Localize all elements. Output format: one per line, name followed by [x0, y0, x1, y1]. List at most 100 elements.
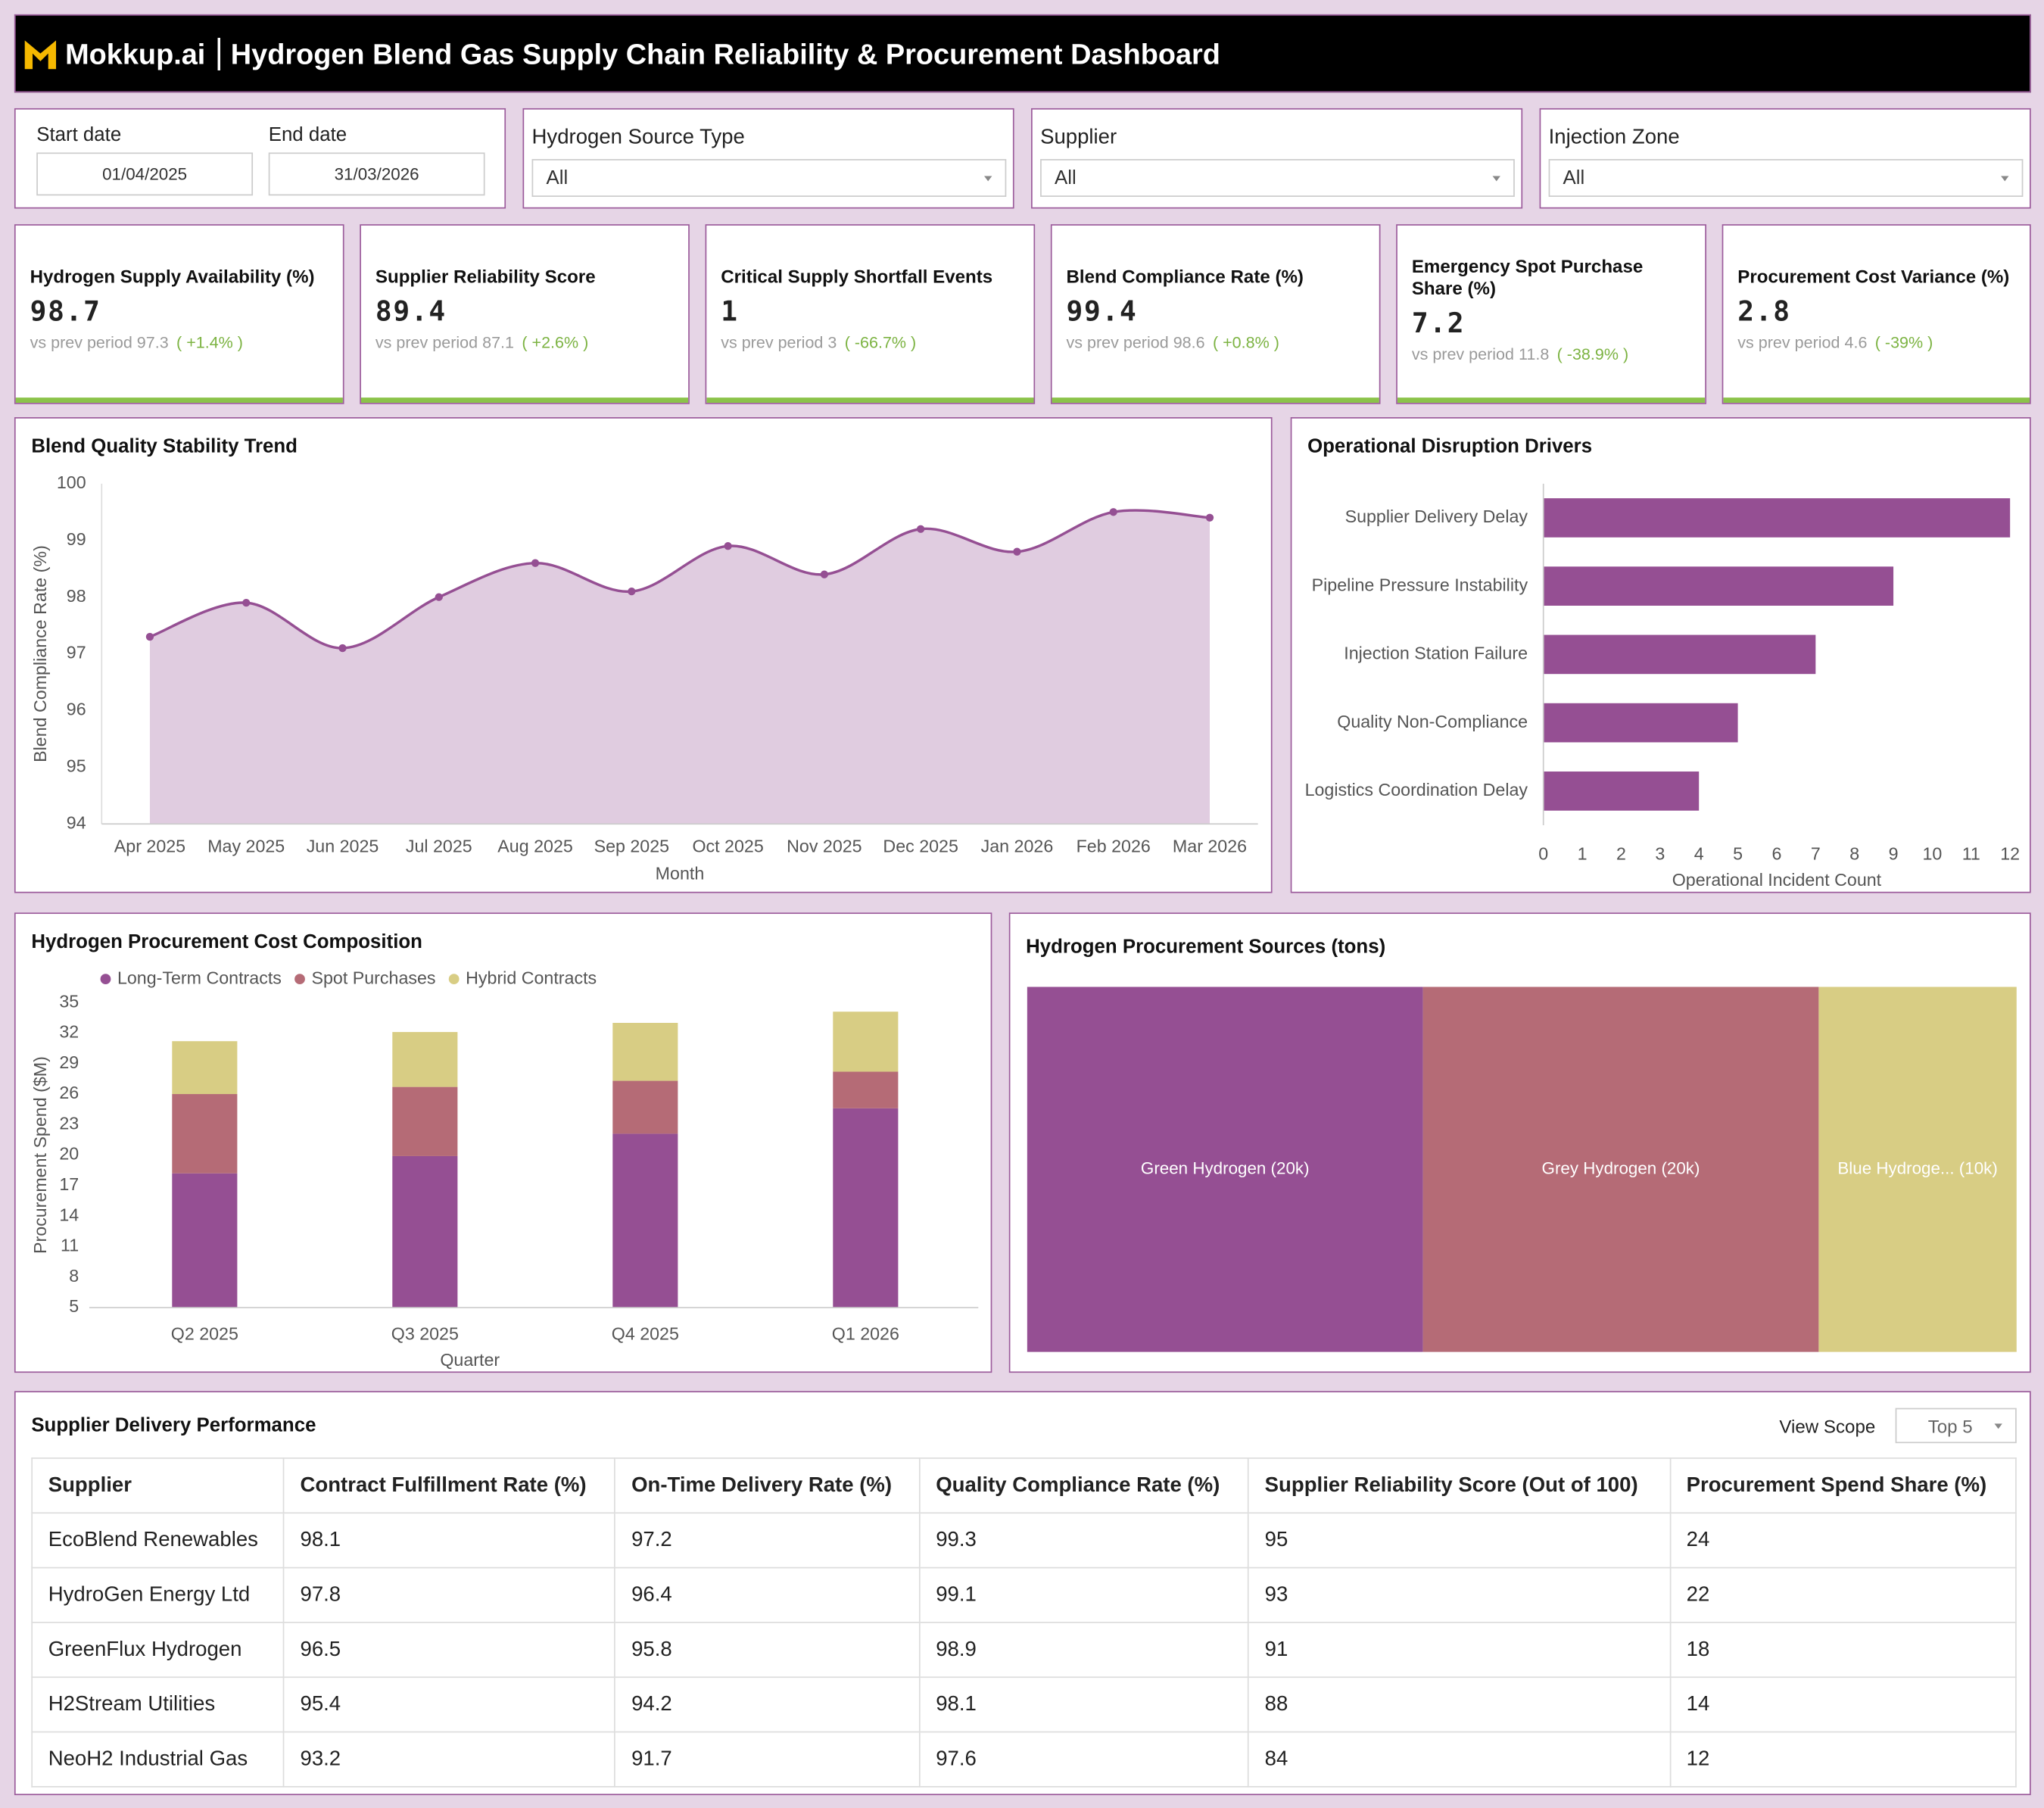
x-tick-label: Aug 2025	[497, 836, 572, 856]
tile-label: Green Hydrogen (20k)	[1141, 1158, 1310, 1177]
dropdown-filter: Supplier All	[1031, 108, 1523, 209]
legend-label: Hybrid Contracts	[466, 968, 597, 987]
y-tick-label: 23	[59, 1113, 79, 1133]
y-tick-label: 99	[67, 529, 86, 549]
compare-label: vs prev period	[1066, 333, 1169, 352]
table-cell: 93	[1248, 1566, 1671, 1623]
table-cell: 99.1	[918, 1566, 1250, 1623]
treemap-tile	[1818, 987, 2017, 1352]
line-panel: Blend Quality Stability Trend 94 95 96 97 98…	[14, 417, 1273, 893]
x-tick-label: Jul 2025	[406, 836, 472, 856]
table-cell: 24	[1669, 1512, 2017, 1569]
kpi-value: 2.8	[1737, 295, 1791, 328]
table-cell: GreenFlux Hydrogen	[31, 1622, 285, 1679]
table-cell: 84	[1248, 1731, 1671, 1788]
bar-segment	[833, 1071, 899, 1108]
filter-value: All	[1563, 167, 1585, 189]
bar-segment	[612, 1133, 678, 1308]
y-tick-label: 8	[69, 1266, 79, 1286]
table-cell: 22	[1669, 1566, 2017, 1623]
change: ( -39% )	[1874, 333, 1933, 352]
point	[1109, 508, 1117, 516]
end-label: End date	[268, 123, 347, 146]
bar-segment	[392, 1086, 458, 1156]
y-tick-label: 26	[59, 1083, 79, 1102]
table-row: H2Stream Utilities 95.4 94.2 98.1 88 14	[31, 1676, 2017, 1733]
table-panel: Supplier Delivery Performance View Scope…	[14, 1391, 2031, 1796]
treemap-tile	[1422, 987, 1819, 1352]
table-row: HydroGen Energy Ltd 97.8 96.4 99.1 93 22	[31, 1566, 2017, 1623]
column-header: On-Time Delivery Rate (%)	[614, 1457, 921, 1514]
compare-label: vs prev period	[30, 333, 132, 352]
filter-select[interactable]: All	[1040, 159, 1515, 198]
x-tick-label: Oct 2025	[692, 836, 763, 856]
table-cell: 97.8	[283, 1566, 616, 1623]
y-tick-label: 32	[59, 1022, 79, 1042]
prev-value: 87.1	[482, 333, 515, 352]
y-tick-label: 100	[57, 472, 86, 492]
x-tick-label: 11	[1962, 844, 1980, 864]
x-tick-label: Jun 2025	[307, 836, 379, 856]
table-cell: 98.9	[918, 1622, 1250, 1679]
x-axis-title: Month	[656, 864, 705, 884]
x-tick-label: Dec 2025	[883, 836, 958, 856]
table-title: Supplier Delivery Performance	[31, 1414, 316, 1437]
dropdown-filter: Injection Zone All	[1539, 108, 2031, 209]
kpi-card: Procurement Cost Variance (%) 2.8 vs prev …	[1722, 224, 2031, 404]
end-date[interactable]: 31/03/2026	[268, 152, 485, 196]
change: ( +2.6% )	[522, 333, 589, 352]
stacked-bar-chart: 5 8 11 14 17 20 23 26 29 32 35 Q2 2025 Q3 2025 Q4 202…	[30, 968, 979, 1370]
kpi-card: Hydrogen Supply Availability (%) 98.7 vs p…	[14, 224, 344, 404]
table-row: EcoBlend Renewables 98.1 97.2 99.3 95 24	[31, 1512, 2017, 1569]
change: ( +1.4% )	[176, 333, 243, 352]
prev-value: 3	[827, 333, 837, 352]
kpi-compare: vs prev period 11.8 ( -38.9% )	[1412, 344, 1690, 363]
kpi-card: Critical Supply Shortfall Events 1 vs prev…	[705, 224, 1036, 404]
bar	[1543, 772, 1700, 811]
table-cell: 96.4	[614, 1566, 921, 1623]
y-tick-label: Pipeline Pressure Instability	[1312, 575, 1528, 594]
kpi-value: 1	[721, 295, 739, 328]
table-cell: 91.7	[614, 1731, 921, 1788]
column-header: Procurement Spend Share (%)	[1669, 1457, 2017, 1514]
x-tick-label: 9	[1889, 844, 1899, 864]
kpi-card: Emergency Spot Purchase Share (%) 7.2 vs p…	[1396, 224, 1706, 404]
y-tick-label: 20	[59, 1144, 79, 1164]
y-tick-label: 14	[59, 1205, 79, 1224]
bar	[1543, 566, 1894, 606]
y-axis-title: Procurement Spend ($M)	[30, 1056, 50, 1254]
table-cell: 95.4	[283, 1676, 616, 1733]
dropdown-filter: Hydrogen Source Type All	[522, 108, 1014, 209]
column-header: Contract Fulfillment Rate (%)	[283, 1457, 616, 1514]
table-cell: 95	[1248, 1512, 1671, 1569]
table-row: NeoH2 Industrial Gas 93.2 91.7 97.6 84 12	[31, 1731, 2017, 1788]
legend-label: Long-Term Contracts	[117, 968, 282, 987]
table-cell: 99.3	[918, 1512, 1250, 1569]
x-tick-label: Feb 2026	[1077, 836, 1151, 856]
start-label: Start date	[36, 123, 122, 146]
table-cell: 93.2	[283, 1731, 616, 1788]
point	[628, 587, 636, 596]
y-tick-label: Supplier Delivery Delay	[1345, 507, 1528, 526]
filter-select[interactable]: All	[531, 159, 1007, 198]
table-cell: 91	[1248, 1622, 1671, 1679]
point	[820, 570, 829, 578]
y-tick-label: 5	[69, 1296, 79, 1316]
kpi-card: Blend Compliance Rate (%) 99.4 vs prev per…	[1050, 224, 1381, 404]
x-tick-label: Nov 2025	[787, 836, 862, 856]
y-tick-label: 94	[67, 812, 86, 832]
start-date[interactable]: 01/04/2025	[36, 152, 254, 196]
x-tick-label: Apr 2025	[114, 836, 185, 856]
bar	[1543, 498, 2011, 538]
scope-select[interactable]: Top 5	[1895, 1407, 2017, 1444]
x-tick-label: 5	[1733, 844, 1743, 864]
y-tick-label: 98	[67, 586, 86, 606]
brand: Mokkup.ai	[65, 37, 206, 70]
y-axis-title: Blend Compliance Rate (%)	[30, 545, 50, 762]
dashboard-title: Hydrogen Blend Gas Supply Chain Reliabil…	[230, 37, 1220, 70]
bar-segment	[833, 1012, 899, 1072]
table-cell: 95.8	[614, 1622, 921, 1679]
filter-select[interactable]: All	[1548, 159, 2024, 198]
